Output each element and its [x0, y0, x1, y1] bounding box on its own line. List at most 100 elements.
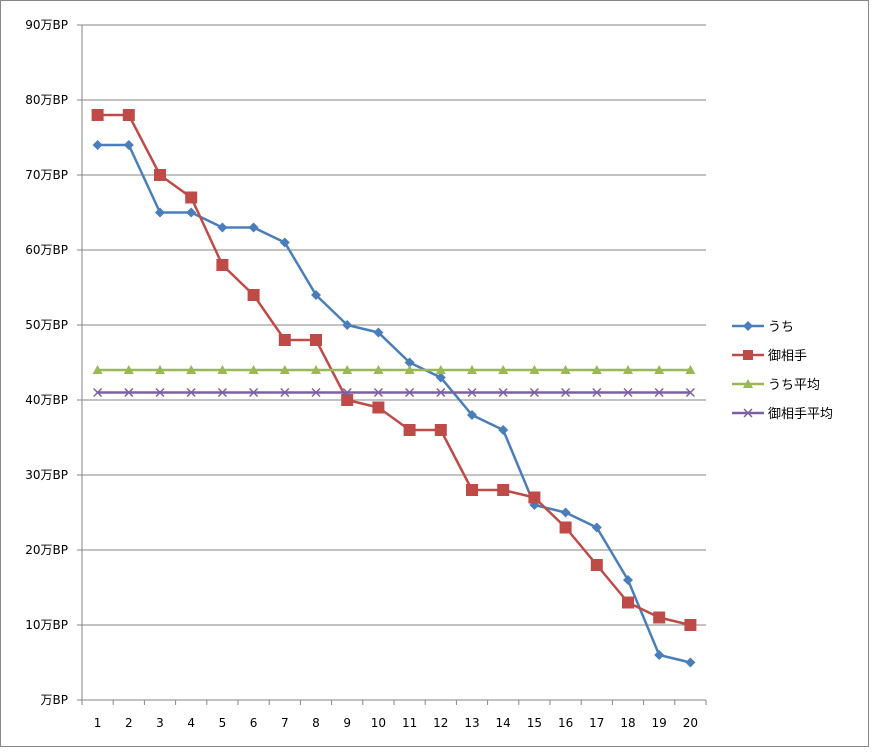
series-lines — [91, 109, 697, 668]
data-point-triangle — [685, 365, 696, 374]
data-point-x — [529, 387, 539, 398]
data-point-square — [91, 109, 104, 121]
data-point-x — [405, 387, 415, 398]
data-point-diamond — [404, 357, 415, 368]
data-point-diamond — [342, 320, 353, 330]
data-point-square — [310, 334, 322, 346]
data-point-square — [372, 401, 385, 414]
data-point-triangle — [498, 365, 509, 374]
data-point-square — [497, 484, 510, 496]
legend-item: うち平均 — [732, 378, 820, 393]
x-tick-labels: 1 2 3 4 5 6 7 8 9 10 11 12 13 14 15 16 17 18 19 20 — [94, 716, 698, 730]
y-tick-label: 10万BP — [25, 618, 68, 632]
data-point-x — [342, 387, 352, 398]
x-tick-label: 1 — [94, 716, 102, 730]
data-point-diamond — [623, 575, 633, 585]
gridlines — [82, 24, 706, 626]
y-tick-label: 30万BP — [25, 468, 68, 482]
x-tick-label: 12 — [433, 716, 448, 730]
data-point-triangle — [529, 365, 540, 374]
data-point-x — [280, 387, 290, 398]
data-point-diamond — [92, 140, 103, 150]
x-tick-label: 18 — [620, 716, 635, 730]
x-tick-label: 14 — [496, 716, 511, 730]
x-tick-label: 6 — [250, 716, 258, 730]
data-point-x — [685, 387, 695, 398]
y-tick-label: 80万BP — [25, 93, 68, 107]
y-tick-label: 90万BP — [25, 18, 68, 32]
data-point-square — [247, 289, 260, 301]
data-point-x — [217, 387, 227, 398]
data-point-x — [93, 387, 103, 398]
data-point-x — [623, 387, 633, 398]
x-tick-label: 10 — [371, 716, 386, 730]
series-group — [93, 387, 695, 398]
series-group — [92, 365, 696, 374]
data-point-diamond — [186, 207, 197, 218]
data-point-square — [185, 191, 198, 204]
data-point-triangle — [311, 365, 321, 374]
legend-item: 御相手平均 — [732, 407, 833, 422]
data-point-square — [403, 424, 416, 436]
x-tick-label: 15 — [527, 716, 542, 730]
series-line — [97, 113, 691, 627]
x-tick-label: 4 — [187, 716, 195, 730]
data-point-square — [590, 559, 603, 571]
data-point-square — [154, 169, 166, 181]
legend-label: うち平均 — [768, 378, 820, 393]
y-tick-label: 70万BP — [25, 168, 68, 182]
data-point-x — [436, 387, 446, 398]
data-point-diamond — [560, 507, 571, 518]
data-point-x — [592, 387, 602, 398]
x-tick-label: 5 — [219, 716, 227, 730]
x-tick-label: 16 — [558, 716, 573, 730]
data-point-square — [341, 394, 354, 406]
data-point-triangle — [342, 365, 353, 374]
data-point-triangle — [654, 365, 665, 374]
data-point-triangle — [92, 365, 103, 374]
data-point-x — [124, 387, 134, 398]
x-tick-label: 20 — [683, 716, 698, 730]
data-point-triangle — [467, 365, 477, 374]
data-point-x — [311, 387, 321, 398]
data-point-x — [654, 387, 664, 398]
data-point-triangle — [435, 365, 446, 374]
data-point-diamond — [654, 650, 665, 660]
data-point-triangle — [123, 365, 134, 374]
data-point-diamond — [248, 222, 259, 233]
legend-item: うち — [732, 320, 794, 335]
data-point-x — [155, 387, 165, 398]
data-point-triangle — [560, 365, 571, 374]
data-point-triangle — [743, 379, 753, 388]
data-point-diamond — [498, 425, 509, 435]
x-tick-label: 2 — [125, 716, 133, 730]
data-point-square — [684, 619, 697, 631]
x-tick-label: 17 — [589, 716, 604, 730]
data-point-x — [561, 387, 571, 398]
series-line — [97, 143, 691, 664]
x-tick-label: 7 — [281, 716, 289, 730]
x-tick-label: 8 — [312, 716, 320, 730]
x-tick-label: 9 — [343, 716, 351, 730]
x-tick-label: 19 — [652, 716, 667, 730]
legend-label: 御相手 — [768, 349, 807, 364]
data-point-diamond — [155, 207, 165, 218]
data-point-square — [559, 521, 572, 534]
data-point-triangle — [155, 365, 165, 374]
data-point-x — [186, 387, 196, 398]
data-point-triangle — [217, 365, 228, 374]
data-point-diamond — [743, 321, 753, 331]
legend-item: 御相手 — [732, 349, 807, 364]
x-tick-label: 3 — [156, 716, 164, 730]
y-tick-label: 50万BP — [25, 318, 68, 332]
x-tick-label: 11 — [402, 716, 417, 730]
data-point-triangle — [279, 365, 290, 374]
data-point-triangle — [186, 365, 197, 374]
data-point-square — [622, 596, 634, 609]
data-point-diamond — [685, 657, 696, 668]
y-tick-label: 20万BP — [25, 543, 68, 557]
data-point-x — [498, 387, 508, 398]
